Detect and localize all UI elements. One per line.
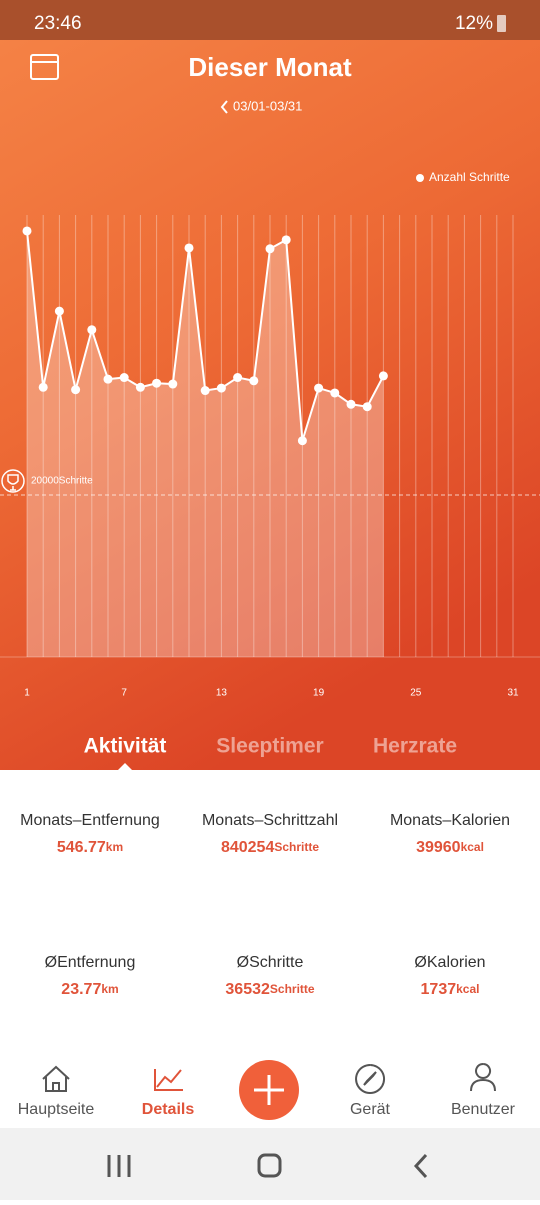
system-nav — [0, 1128, 540, 1200]
stat-label: ØEntfernung — [45, 954, 136, 971]
stat-label: Monats–Kalorien — [390, 812, 510, 829]
point — [362, 402, 372, 412]
legend-label: Anzahl Schritte — [429, 170, 510, 184]
point — [249, 376, 259, 386]
nav-label[interactable]: Benutzer — [451, 1101, 516, 1118]
point — [297, 436, 307, 446]
prev-button[interactable] — [220, 100, 228, 114]
point — [233, 373, 243, 383]
title: Dieser Monat — [188, 52, 352, 82]
nav-icon — [470, 1063, 496, 1092]
point — [184, 243, 194, 253]
trophy-cup — [7, 474, 19, 491]
point — [152, 378, 162, 388]
point — [71, 385, 81, 395]
point — [314, 383, 324, 393]
battery: 12% — [455, 13, 493, 34]
point — [103, 374, 113, 384]
tab-indicator — [117, 763, 133, 771]
system-buttons[interactable] — [107, 1153, 428, 1179]
point — [330, 388, 340, 398]
nav-icon — [355, 1064, 386, 1094]
nav-icon — [154, 1069, 183, 1091]
area — [27, 230, 384, 657]
point — [38, 382, 48, 392]
time: 23:46 — [34, 13, 82, 34]
point — [54, 306, 64, 316]
status-bar — [0, 0, 540, 40]
tab[interactable]: Aktivität — [84, 735, 167, 758]
point — [216, 383, 226, 393]
stat-number: 36532 — [225, 981, 270, 998]
x-tick-label: 19 — [313, 688, 325, 699]
stat-value: 36532Schritte — [225, 981, 315, 998]
x-tick-label: 13 — [216, 688, 228, 699]
tab[interactable]: Herzrate — [373, 735, 457, 758]
point — [346, 399, 356, 409]
legend-marker — [416, 174, 424, 182]
point — [200, 386, 210, 396]
stat-value: 840254Schritte — [221, 839, 319, 856]
stat-number: 546.77 — [57, 839, 106, 856]
stat-unit: kcal — [456, 982, 479, 996]
point — [87, 325, 97, 335]
stat-unit: Schritte — [274, 840, 319, 854]
stat-number: 1737 — [421, 981, 457, 998]
stat-value: 23.77km — [61, 981, 118, 998]
nav-label[interactable]: Hauptseite — [18, 1101, 95, 1118]
stat-number: 23.77 — [61, 981, 101, 998]
x-tick-label: 31 — [507, 688, 519, 699]
stat-value: 1737kcal — [421, 981, 480, 998]
point — [265, 244, 275, 254]
nav-label[interactable]: Gerät — [350, 1101, 391, 1118]
stat-label: ØSchritte — [237, 954, 304, 971]
add-icon — [254, 1075, 284, 1105]
point — [168, 379, 178, 389]
date-range: 03/01-03/31 — [233, 98, 302, 113]
point — [281, 235, 291, 245]
nav-label[interactable]: Details — [142, 1101, 195, 1118]
stat-value: 39960kcal — [416, 839, 484, 856]
stat-value: 546.77km — [57, 839, 123, 856]
stat-unit: km — [106, 840, 123, 854]
stat-label: Monats–Schrittzahl — [202, 812, 338, 829]
point — [119, 373, 129, 383]
point — [378, 371, 388, 381]
point — [135, 382, 145, 392]
stat-label: Monats–Entfernung — [20, 812, 160, 829]
stat-label: ØKalorien — [414, 954, 485, 971]
stat-number: 39960 — [416, 839, 461, 856]
stat-unit: Schritte — [270, 982, 315, 996]
nav-icon — [42, 1065, 70, 1092]
stat-unit: km — [101, 982, 118, 996]
calendar-button[interactable] — [30, 54, 59, 80]
x-tick-label: 1 — [24, 688, 30, 699]
reference-label: 20000Schritte — [31, 476, 93, 487]
x-tick-label: 25 — [410, 688, 422, 699]
header-background — [0, 0, 540, 770]
stat-number: 840254 — [221, 839, 274, 856]
point — [22, 226, 32, 236]
stat-unit: kcal — [461, 840, 484, 854]
tab[interactable]: Sleeptimer — [216, 735, 323, 758]
x-tick-label: 7 — [121, 688, 127, 699]
trophy-icon — [1, 469, 25, 493]
battery-icon — [497, 15, 506, 32]
trophy-circle — [1, 469, 25, 493]
